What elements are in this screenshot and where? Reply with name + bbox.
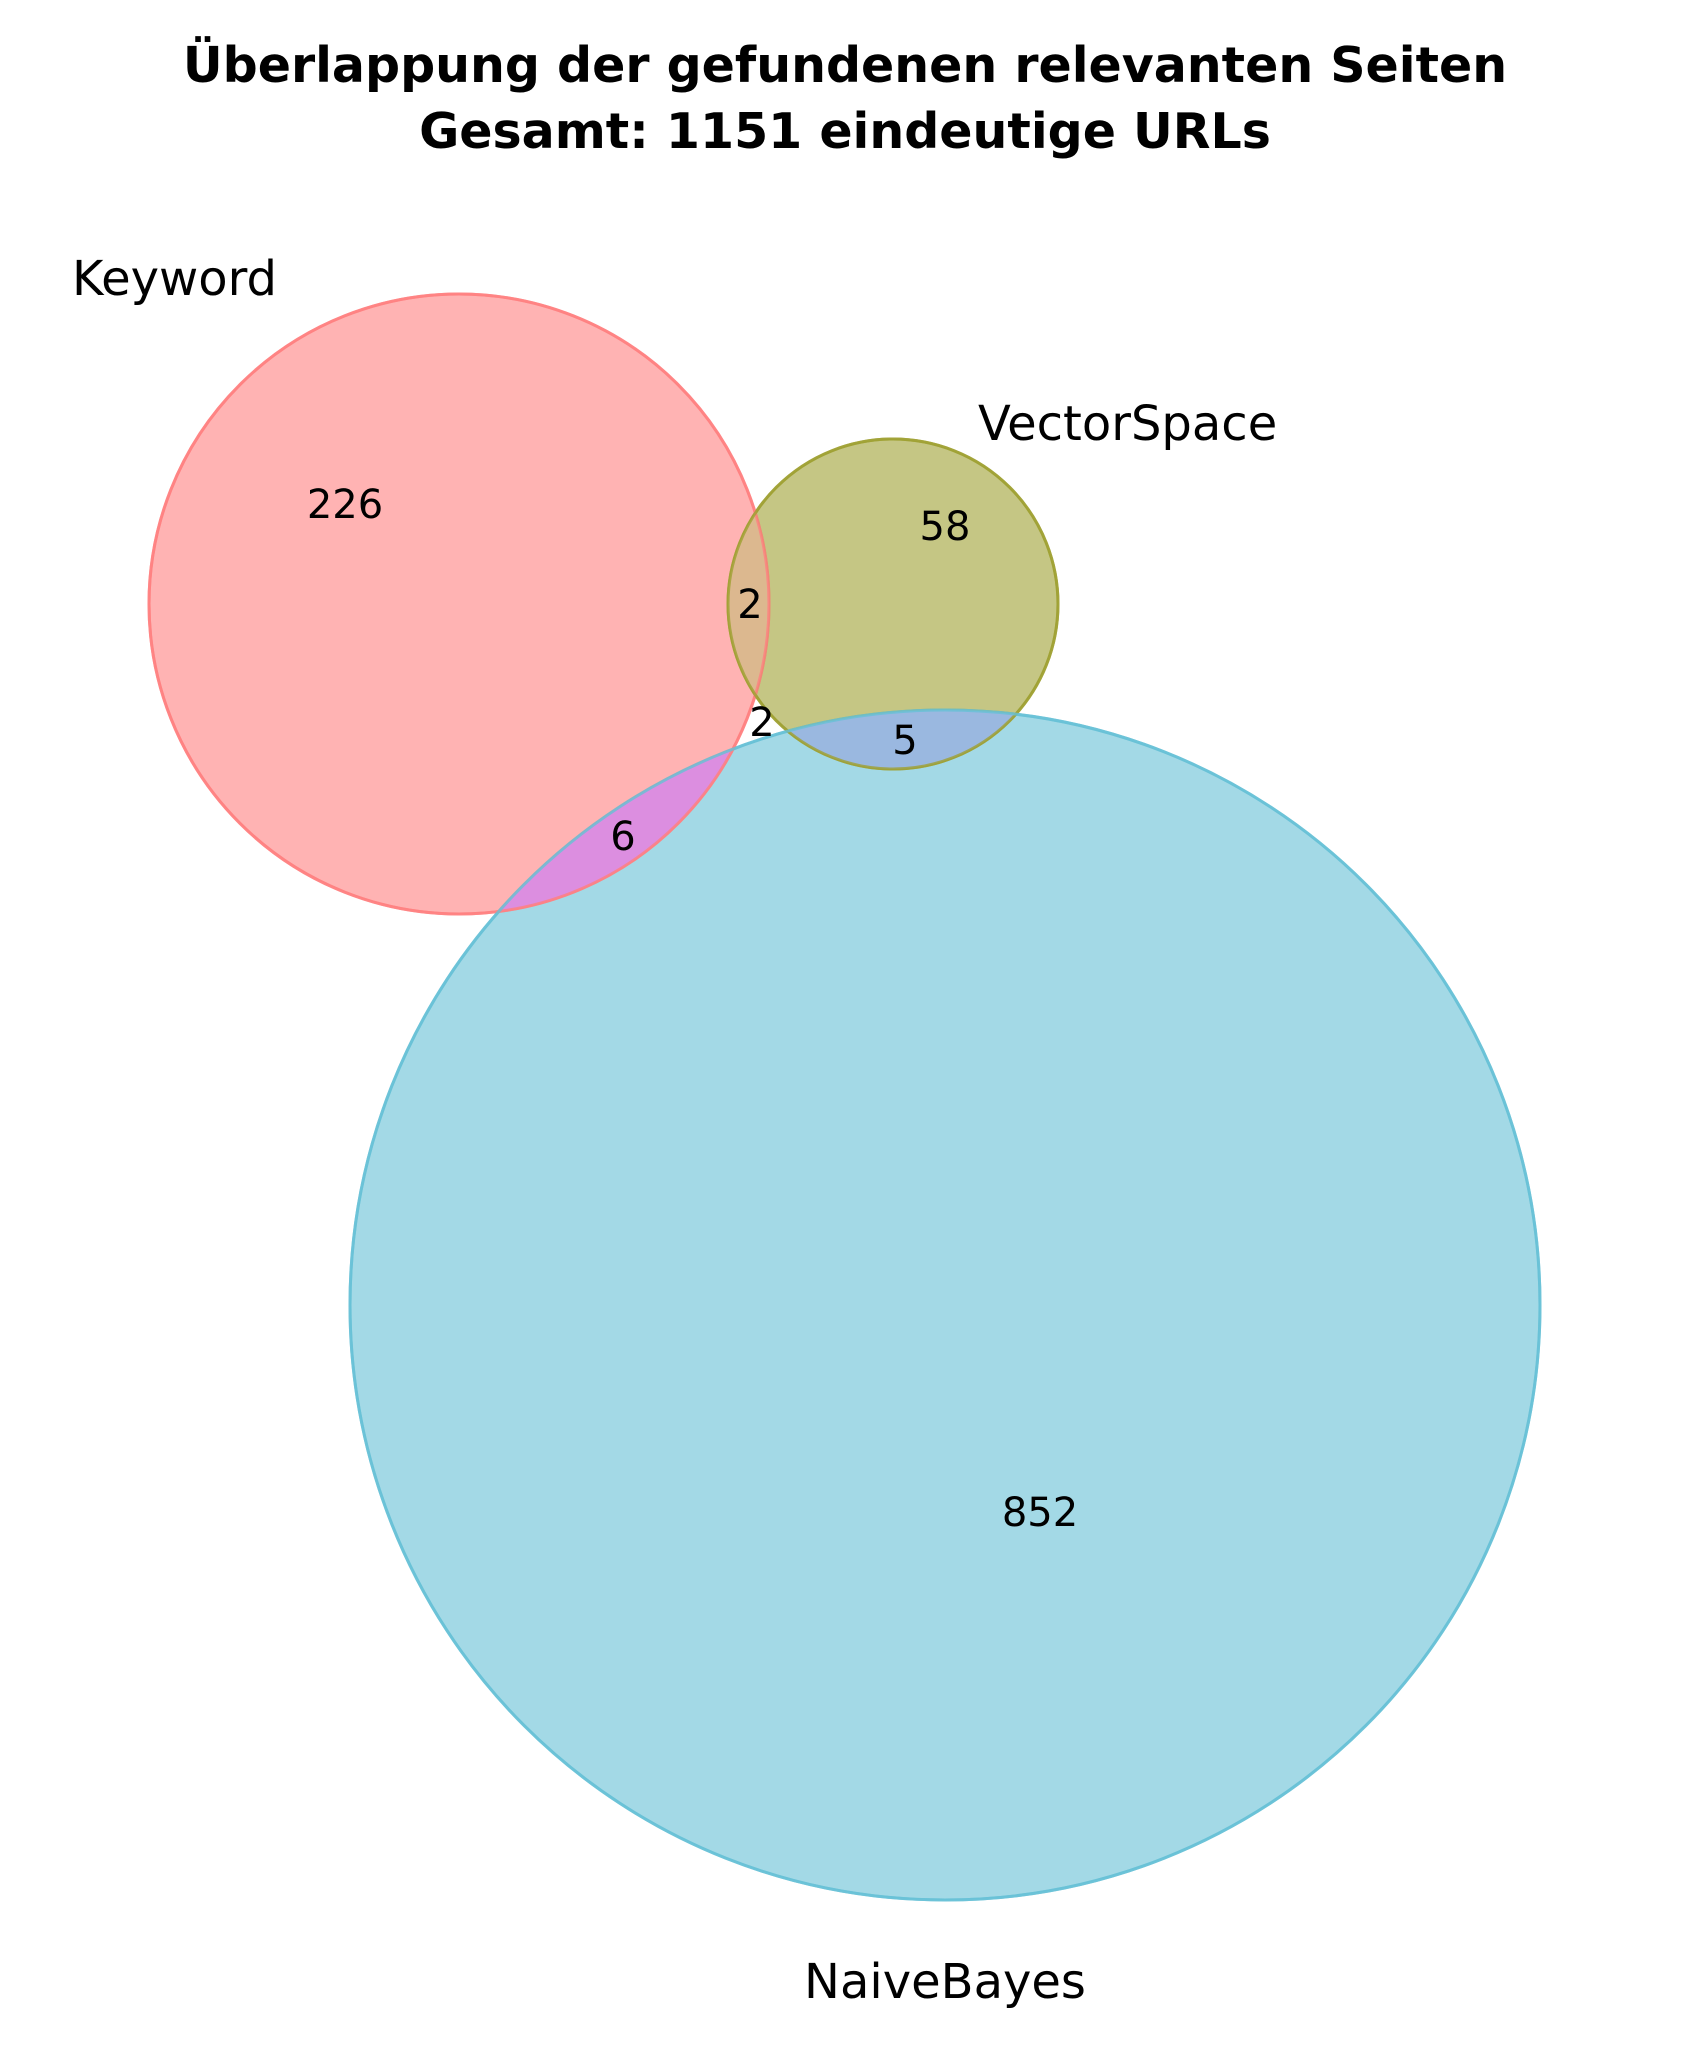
all-three-count: 2 [749, 700, 774, 746]
vectorspace-naivebayes-count: 5 [892, 718, 917, 764]
chart-title-line-2: Gesamt: 1151 eindeutige URLs [419, 103, 1271, 160]
naivebayes-outline [348, 708, 1542, 1902]
vectorspace-outline [726, 437, 1060, 771]
naivebayes-only-count: 852 [1002, 1490, 1078, 1536]
chart-title-line-1: Überlappung der gefundenen relevanten Se… [183, 35, 1507, 94]
vectorspace-set-label: VectorSpace [978, 396, 1277, 452]
vectorspace-only-count: 58 [920, 504, 971, 550]
keyword-naivebayes-count: 6 [610, 814, 635, 860]
keyword-set-label: Keyword [72, 251, 277, 307]
naivebayes-set-label: NaiveBayes [804, 1954, 1086, 2010]
keyword-outline [147, 292, 771, 916]
keyword-vectorspace-count: 2 [737, 582, 762, 628]
keyword-only-count: 226 [307, 482, 383, 528]
